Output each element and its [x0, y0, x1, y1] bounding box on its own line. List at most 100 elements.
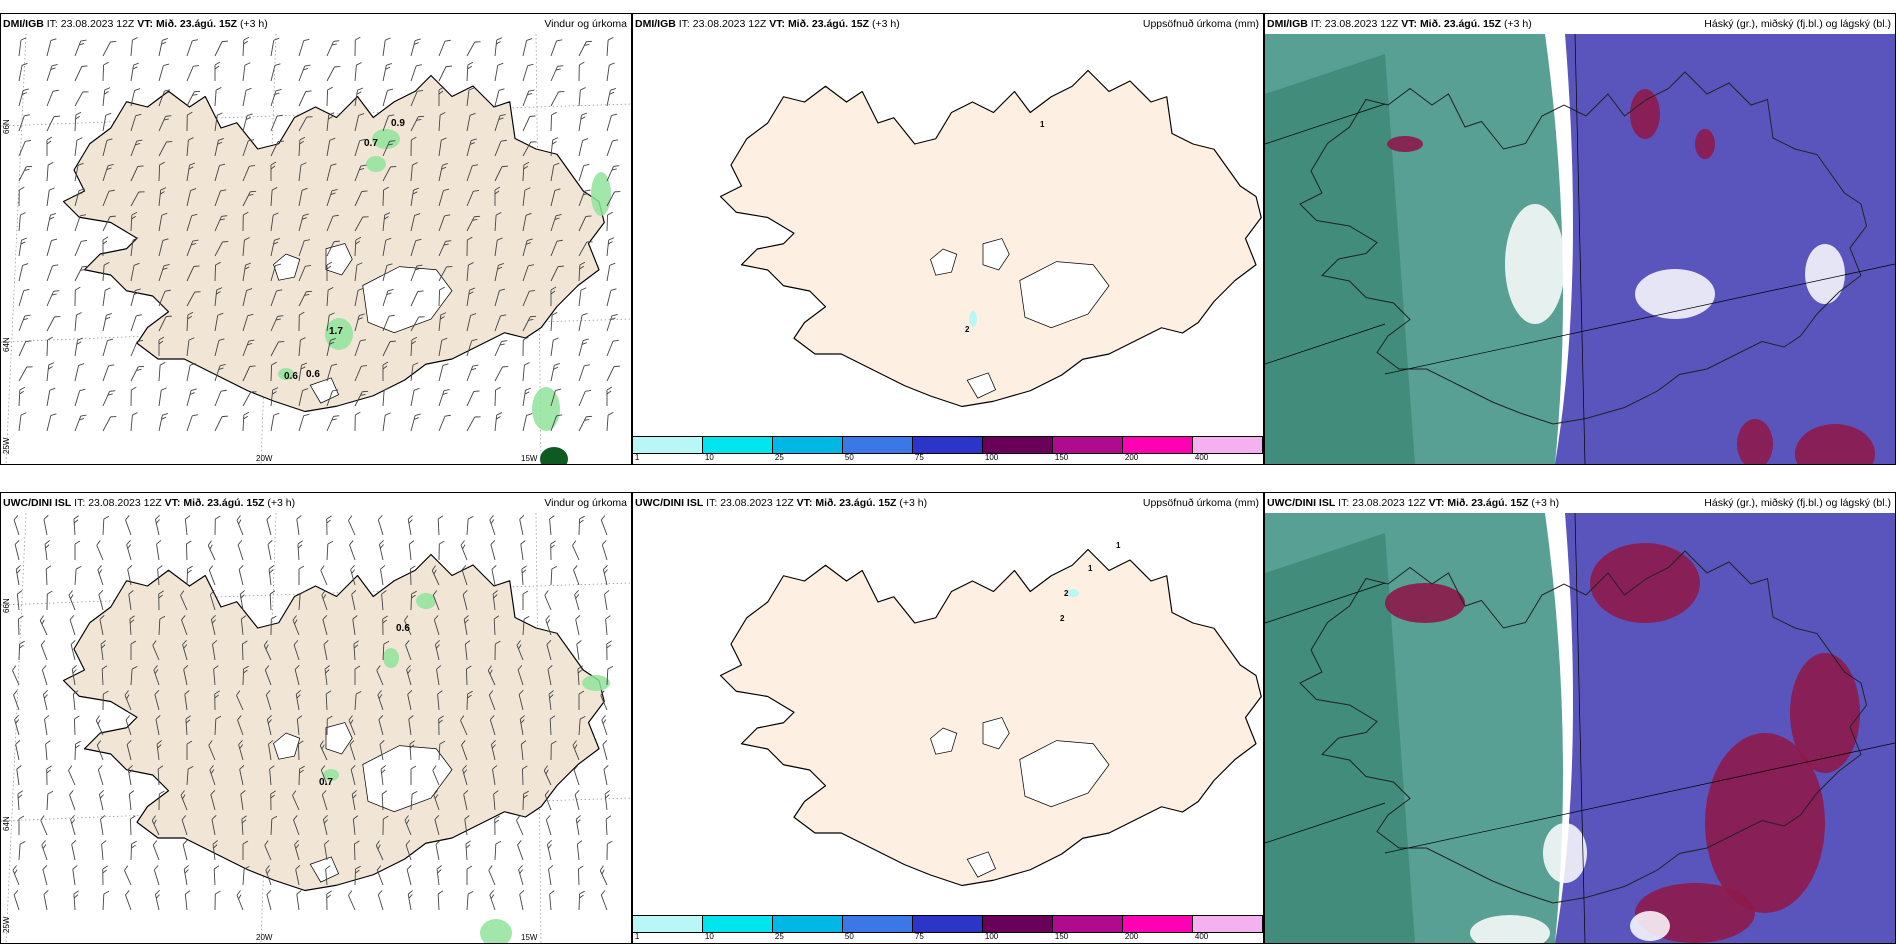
- wind-barb: [157, 565, 163, 586]
- wind-barb: [466, 138, 477, 157]
- wind-barb: [382, 37, 391, 57]
- wind-barb: [550, 388, 562, 407]
- wind-barb: [182, 640, 188, 661]
- wind-barb: [128, 590, 134, 611]
- wind-barb: [354, 262, 363, 282]
- wind-barb: [544, 790, 552, 811]
- wind-barb: [577, 665, 583, 686]
- wind-barb: [494, 211, 502, 232]
- wind-barb: [42, 690, 48, 711]
- glacier: [966, 372, 997, 399]
- wind-barb: [102, 865, 108, 886]
- panel-header: UWC/DINI ISL IT: 23.08.2023 12Z VT: Mið.…: [1265, 493, 1895, 513]
- wind-barb: [436, 665, 442, 686]
- wind-barb: [186, 39, 199, 57]
- wind-barb: [323, 640, 329, 661]
- wind-barb: [489, 890, 496, 911]
- wind-barb: [298, 162, 307, 182]
- wind-barb: [349, 740, 356, 761]
- wind-barb: [573, 565, 580, 586]
- wind-barb: [606, 665, 614, 686]
- wind-barb: [240, 615, 247, 636]
- wind-barb: [382, 314, 395, 332]
- wind-barb: [46, 115, 60, 132]
- grid-line: [1, 318, 631, 343]
- wind-barb: [153, 865, 160, 886]
- wind-barb: [270, 212, 279, 232]
- wind-barb: [460, 715, 468, 736]
- wind-barb: [322, 615, 328, 636]
- wind-barb: [156, 540, 162, 561]
- wind-barb: [349, 540, 356, 561]
- wind-barb: [186, 111, 193, 132]
- wind-barb: [410, 90, 424, 107]
- wind-barb: [130, 262, 140, 282]
- wind-barb: [489, 515, 496, 536]
- wind-barb: [214, 389, 227, 407]
- wind-barb: [434, 640, 440, 661]
- wind-barb: [263, 640, 272, 661]
- wind-barb: [326, 286, 334, 307]
- clear-sky-area: [1805, 244, 1845, 304]
- wind-barb: [375, 840, 384, 861]
- product-title: Háský (gr.), miðský (fj.bl.) og lágský (…: [1704, 18, 1891, 30]
- wind-barb: [266, 890, 272, 911]
- wind-barb: [410, 213, 421, 232]
- wind-barb: [102, 416, 117, 432]
- wind-barb: [46, 336, 53, 357]
- precip-value-label: 0.9: [391, 118, 405, 129]
- wind-barb: [409, 565, 416, 586]
- wind-barb: [606, 36, 614, 57]
- wind-barb: [548, 865, 554, 886]
- clear-sky-area: [1635, 269, 1715, 319]
- legend-tick-label: 50: [844, 453, 854, 462]
- wind-barb: [102, 515, 110, 536]
- wind-barb: [606, 139, 619, 157]
- wind-barb: [210, 790, 216, 811]
- wind-barb: [18, 386, 26, 407]
- wind-barb: [522, 615, 530, 636]
- wind-barb: [354, 164, 367, 182]
- wind-barb: [438, 414, 451, 432]
- wind-barb: [130, 412, 138, 432]
- wind-barb: [186, 265, 200, 282]
- clear-sky-area: [1505, 204, 1565, 324]
- wind-barb: [74, 565, 82, 586]
- wind-barb: [298, 413, 310, 432]
- wind-barb: [488, 690, 496, 711]
- wind-barb: [298, 239, 311, 257]
- wind-barb: [320, 565, 328, 586]
- wind-barb: [522, 413, 533, 432]
- wind-barb: [494, 88, 505, 107]
- wind-barb: [18, 212, 26, 232]
- wind-barb: [102, 41, 117, 57]
- wind-barb: [546, 840, 552, 861]
- wind-barb: [239, 765, 245, 786]
- wind-barb: [270, 361, 277, 382]
- wind-barb: [438, 337, 448, 357]
- init-time: 23.08.2023 12Z: [720, 497, 794, 509]
- iceland-outline: [719, 69, 1262, 408]
- precip-area: [278, 368, 294, 380]
- wind-barb: [606, 62, 615, 82]
- wind-barb: [130, 840, 137, 861]
- wind-barb: [270, 63, 281, 82]
- wind-barb: [606, 640, 612, 661]
- glacier: [982, 717, 1010, 750]
- wind-barb: [74, 286, 81, 307]
- wind-barb: [242, 665, 249, 686]
- wind-barb: [298, 765, 305, 786]
- wind-barb: [268, 565, 274, 586]
- wind-barb: [180, 790, 188, 811]
- wind-barb: [73, 890, 79, 911]
- legend-tick-label: 10: [704, 932, 714, 941]
- wind-barb: [352, 815, 359, 836]
- wind-barb: [487, 665, 496, 686]
- glacier: [1019, 261, 1110, 329]
- wind-barb: [46, 316, 61, 332]
- wind-barb: [410, 362, 419, 382]
- wind-barb: [578, 890, 585, 911]
- wind-barb: [98, 590, 104, 611]
- low-cloud-area: [1737, 419, 1773, 464]
- wind-barb: [101, 665, 108, 686]
